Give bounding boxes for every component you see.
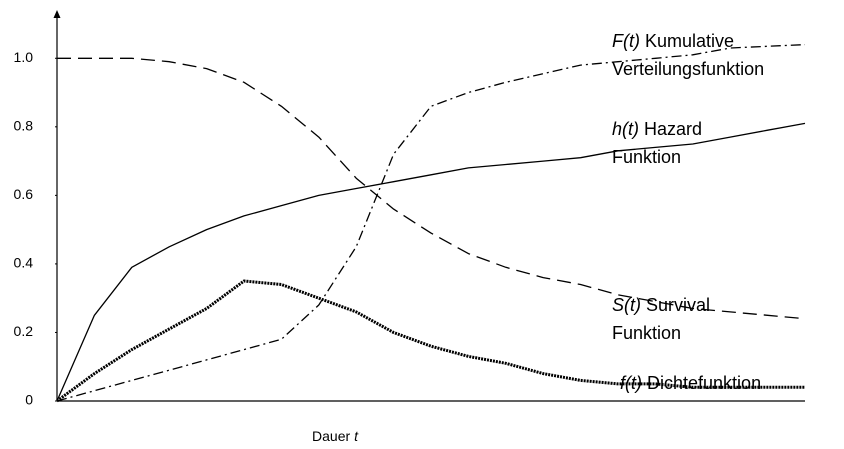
series-label: S(t) Survival (612, 295, 710, 315)
series-label-line: Dichtefunktion (647, 373, 761, 393)
series-label: Funktion (612, 147, 681, 167)
series-label: F(t) Kumulative (612, 31, 734, 51)
series-line (56, 279, 805, 403)
series-symbol: S(t) (612, 295, 641, 315)
y-tick-label: 1.0 (14, 49, 34, 65)
series-label: f(t) Dichtefunktion (620, 373, 761, 393)
series-line (56, 43, 806, 402)
series-symbol: f(t) (620, 373, 642, 393)
x-axis-label-text: Dauer (312, 428, 350, 444)
x-axis-label-symbol: t (354, 428, 359, 444)
series-label-line: Kumulative (645, 31, 734, 51)
y-tick-label: 0.2 (14, 323, 34, 339)
y-axis-arrow (53, 10, 61, 18)
series-symbol: h(t) (612, 119, 639, 139)
series-label-line: Funktion (612, 147, 681, 167)
series-label: Verteilungsfunktion (612, 59, 764, 79)
series-label-line: Survival (646, 295, 710, 315)
series-line (56, 122, 806, 402)
series-label-line: Hazard (644, 119, 702, 139)
y-tick-label: 0.4 (14, 255, 34, 271)
y-tick-label: 0.8 (14, 118, 34, 134)
series-label-line: Funktion (612, 323, 681, 343)
series-symbol: F(t) (612, 31, 640, 51)
y-tick-label: 0 (25, 392, 33, 408)
x-axis-label: Dauer t (312, 428, 359, 444)
series-line (57, 57, 806, 320)
series-label: h(t) Hazard (612, 119, 702, 139)
series-label-line: Verteilungsfunktion (612, 59, 764, 79)
series-label: Funktion (612, 323, 681, 343)
y-tick-label: 0.6 (14, 186, 34, 202)
